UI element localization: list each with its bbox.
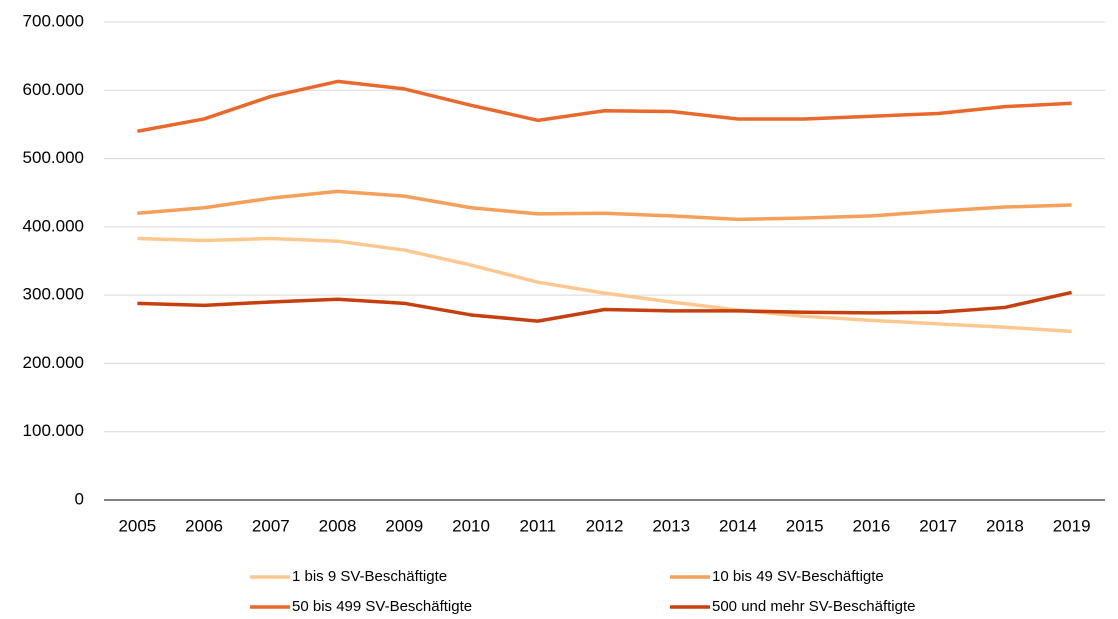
x-tick-label: 2016 bbox=[853, 516, 891, 535]
x-tick-label: 2015 bbox=[786, 516, 824, 535]
legend-label: 50 bis 499 SV-Beschäftigte bbox=[292, 598, 472, 615]
y-tick-label: 200.000 bbox=[23, 353, 84, 372]
x-tick-label: 2013 bbox=[652, 516, 690, 535]
y-tick-label: 500.000 bbox=[23, 148, 84, 167]
series-line bbox=[137, 79, 1072, 133]
series-line bbox=[137, 236, 1072, 334]
y-tick-label: 100.000 bbox=[23, 421, 84, 440]
y-tick-label: 0 bbox=[75, 489, 84, 508]
y-tick-label: 300.000 bbox=[23, 285, 84, 304]
legend-label: 10 bis 49 SV-Beschäftigte bbox=[712, 568, 884, 585]
x-tick-label: 2009 bbox=[385, 516, 423, 535]
x-tick-label: 2012 bbox=[586, 516, 624, 535]
x-tick-label: 2017 bbox=[919, 516, 957, 535]
y-tick-label: 700.000 bbox=[23, 11, 84, 30]
y-tick-label: 400.000 bbox=[23, 216, 84, 235]
x-tick-label: 2007 bbox=[252, 516, 290, 535]
x-tick-label: 2008 bbox=[319, 516, 357, 535]
y-tick-label: 600.000 bbox=[23, 80, 84, 99]
legend-label: 1 bis 9 SV-Beschäftigte bbox=[292, 568, 447, 585]
x-tick-label: 2010 bbox=[452, 516, 490, 535]
x-tick-label: 2006 bbox=[185, 516, 223, 535]
series-line bbox=[137, 189, 1072, 222]
series-line bbox=[137, 290, 1073, 323]
x-tick-label: 2019 bbox=[1053, 516, 1091, 535]
legend-label: 500 und mehr SV-Beschäftigte bbox=[712, 598, 915, 615]
x-tick-label: 2018 bbox=[986, 516, 1024, 535]
x-tick-label: 2014 bbox=[719, 516, 757, 535]
x-tick-label: 2005 bbox=[118, 516, 156, 535]
x-tick-label: 2011 bbox=[519, 516, 556, 535]
